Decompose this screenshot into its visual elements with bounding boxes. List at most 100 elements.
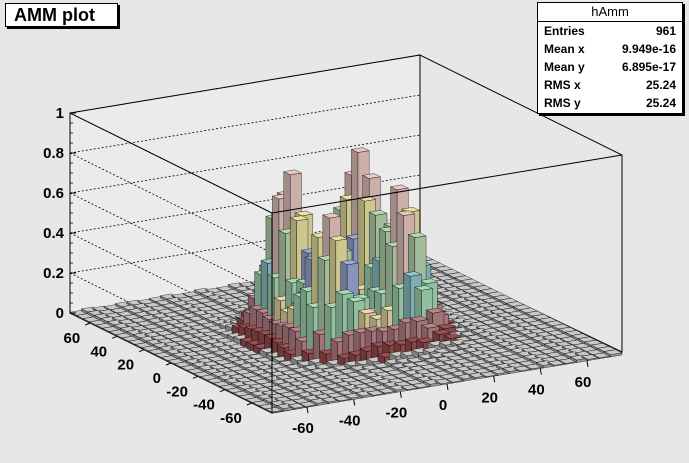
z-tick-label: 1	[56, 105, 64, 122]
z-gridline	[69, 134, 421, 194]
stats-value: 961	[655, 24, 676, 38]
z-tick-label: 0	[56, 305, 64, 322]
stats-title: hAmm	[538, 3, 682, 22]
bar-left	[389, 386, 397, 393]
x-tick	[306, 407, 309, 414]
bar-left	[412, 384, 419, 389]
bar-left	[344, 394, 352, 401]
x-tick-label: 0	[439, 397, 447, 414]
bar-left	[279, 361, 287, 368]
bar-left	[468, 374, 476, 380]
bar-left	[418, 355, 425, 363]
bar	[456, 373, 476, 382]
bar-left	[321, 398, 329, 404]
y-tick	[165, 362, 172, 366]
stats-value: 6.895e-17	[621, 60, 676, 74]
bar-left	[491, 370, 498, 376]
top-edge-front	[271, 154, 623, 214]
y-tick	[111, 335, 118, 339]
bar-left	[423, 380, 431, 388]
y-tick-label: 20	[117, 357, 134, 374]
z-tick-label: 0.6	[43, 185, 64, 202]
bar-left	[604, 351, 611, 358]
stats-value: 9.949e-16	[621, 42, 676, 56]
x-tick-label: 20	[481, 389, 498, 406]
bar-left	[445, 378, 453, 384]
bar-left	[253, 345, 260, 355]
stats-row: Mean x 9.949e-16	[538, 40, 682, 58]
bar-left	[502, 368, 510, 374]
stats-label: Mean y	[544, 60, 585, 74]
y-tick	[219, 389, 226, 393]
bar-left	[276, 405, 284, 412]
stats-row: Entries 961	[538, 22, 682, 40]
z-gridline	[69, 152, 273, 254]
bar-left	[513, 367, 521, 373]
bar-left	[272, 357, 280, 365]
bar-left	[246, 341, 254, 352]
bar-left	[259, 349, 267, 359]
z-gridline	[69, 214, 421, 274]
bar-left	[355, 392, 363, 399]
bar-left	[452, 351, 459, 357]
x-tick-label: -40	[339, 412, 361, 429]
stats-label: Entries	[544, 24, 585, 38]
stats-box: hAmm Entries 961 Mean x 9.949e-16 Mean y 6.89…	[537, 2, 683, 114]
z-gridline	[69, 94, 421, 154]
bar-left	[350, 366, 358, 374]
z-gridline	[69, 192, 273, 294]
bar-left	[424, 359, 432, 366]
bar-left	[285, 365, 293, 372]
bar-left	[547, 361, 555, 367]
stats-label: RMS x	[544, 78, 581, 92]
stats-label: RMS y	[544, 96, 581, 110]
bar-left	[558, 360, 566, 365]
y-tick-label: -40	[193, 397, 215, 414]
x-tick	[353, 399, 356, 406]
stats-row: Mean y 6.895e-17	[538, 58, 682, 76]
z-tick-label: 0.2	[43, 265, 64, 282]
bar-left	[457, 375, 465, 382]
bar	[513, 365, 533, 373]
y-tick	[246, 402, 252, 406]
bar-left	[332, 366, 340, 372]
z-gridline	[69, 174, 421, 234]
y-tick-label: 0	[153, 370, 161, 387]
y-tick-label: 60	[64, 330, 81, 347]
plot-title: AMM plot	[5, 3, 118, 27]
stats-value: 25.24	[645, 78, 676, 92]
x-tick	[399, 391, 402, 398]
x-tick-label: 40	[528, 382, 545, 399]
z-tick-label: 0.4	[43, 225, 65, 242]
bar-left	[536, 362, 544, 369]
y-tick-label: 40	[90, 343, 107, 360]
y-tick	[85, 322, 91, 326]
bar-left	[378, 389, 386, 395]
bar-left	[366, 391, 374, 397]
z-tick-label: 0.8	[43, 145, 64, 162]
bar-left	[343, 362, 351, 371]
y-tick	[138, 349, 145, 353]
bar-left	[313, 331, 320, 363]
stats-row: RMS y 25.24	[538, 94, 682, 112]
bar-left	[299, 403, 307, 408]
x-tick	[493, 376, 496, 383]
bar-left	[373, 364, 380, 370]
bar-left	[592, 354, 600, 359]
z-gridline	[69, 112, 273, 214]
y-tick-label: -60	[220, 410, 242, 427]
bar-left	[287, 404, 295, 410]
bar-left	[400, 386, 408, 391]
bar-left	[570, 356, 577, 363]
bar-left	[266, 353, 273, 362]
x-tick	[586, 360, 589, 367]
x-tick-label: -20	[385, 405, 407, 422]
stats-rows: Entries 961 Mean x 9.949e-16 Mean y 6.895e-17…	[538, 22, 682, 112]
bar-left	[479, 373, 487, 378]
y-tick-label: -20	[166, 383, 188, 400]
bars-group	[69, 147, 623, 414]
x-tick-label: -60	[292, 420, 314, 437]
z-gridline	[69, 232, 273, 334]
